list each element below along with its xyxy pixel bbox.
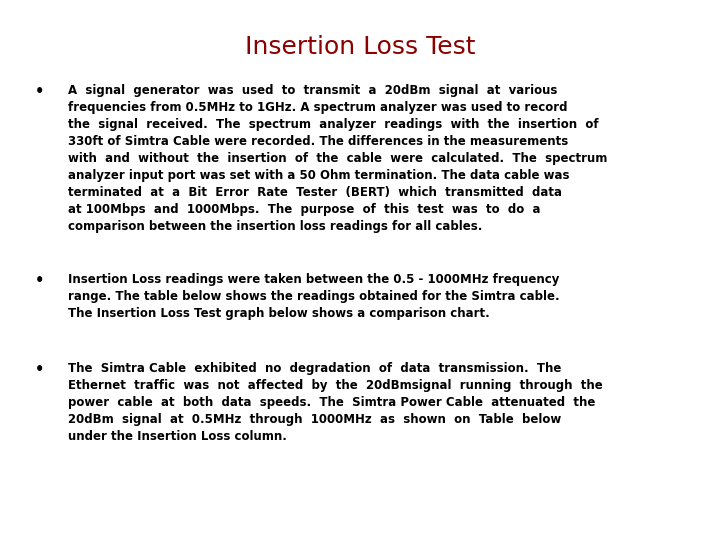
Text: Insertion Loss Test: Insertion Loss Test (245, 35, 475, 59)
Text: •: • (35, 84, 45, 99)
Text: A  signal  generator  was  used  to  transmit  a  20dBm  signal  at  various
fre: A signal generator was used to transmit … (68, 84, 608, 233)
Text: The  Simtra Cable  exhibited  no  degradation  of  data  transmission.  The
Ethe: The Simtra Cable exhibited no degradatio… (68, 362, 603, 443)
Text: •: • (35, 362, 45, 377)
Text: Insertion Loss readings were taken between the 0.5 - 1000MHz frequency
range. Th: Insertion Loss readings were taken betwe… (68, 273, 560, 320)
Text: •: • (35, 273, 45, 288)
